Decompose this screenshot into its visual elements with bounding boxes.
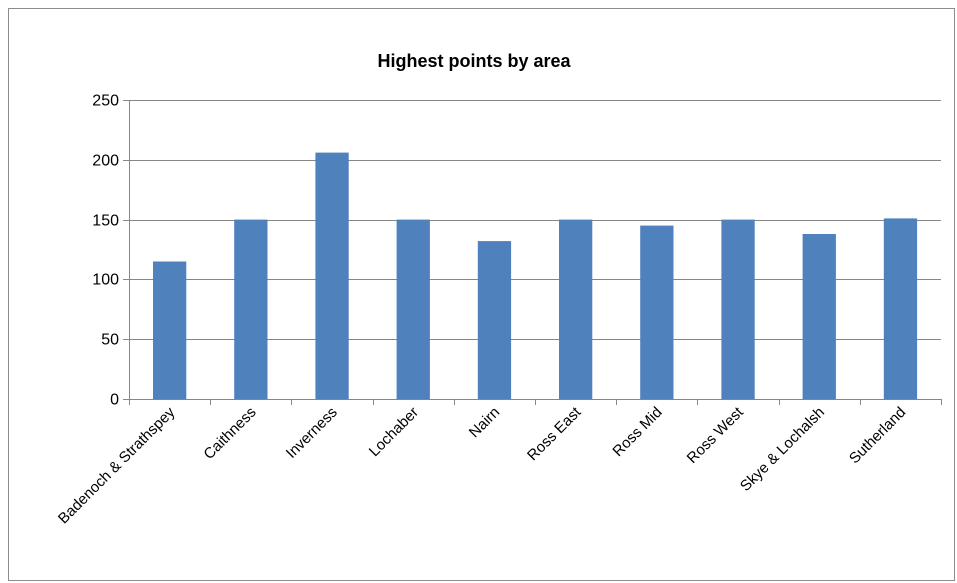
x-category-label: Nairn <box>466 404 503 441</box>
bar <box>315 152 349 399</box>
x-category-labels: Badenoch & Strathspey Caithness Inverness L… <box>55 403 909 527</box>
bar <box>153 261 187 399</box>
x-category-label: Lochaber <box>366 404 422 460</box>
x-category-label: Sutherland <box>846 404 909 467</box>
y-tick-label: 150 <box>92 213 119 230</box>
bar <box>559 219 593 399</box>
bar-chart: Highest points by area 0 50 100 150 200 250 B… <box>55 51 942 527</box>
y-tick-label: 200 <box>92 153 119 170</box>
x-category-label: Ross East <box>524 403 585 464</box>
chart-title: Highest points by area <box>377 51 571 71</box>
x-category-label: Inverness <box>283 404 341 462</box>
axes <box>123 100 942 405</box>
y-tick-label: 50 <box>101 332 119 349</box>
y-tick-label: 250 <box>92 93 119 110</box>
bar <box>234 219 268 399</box>
y-tick-labels: 0 50 100 150 200 250 <box>92 93 119 409</box>
x-category-label: Badenoch & Strathspey <box>55 403 179 527</box>
x-category-label: Ross West <box>684 403 748 467</box>
chart-frame: Highest points by area 0 50 100 150 200 250 B… <box>8 8 955 581</box>
x-category-label: Ross Mid <box>609 404 665 460</box>
bar <box>477 241 512 399</box>
y-tick-label: 100 <box>92 272 119 289</box>
bar <box>883 218 918 399</box>
bars <box>153 152 918 399</box>
bar <box>802 234 836 399</box>
x-category-label: Caithness <box>200 404 259 463</box>
bar <box>396 219 430 399</box>
y-tick-label: 0 <box>110 392 119 409</box>
bar <box>721 219 755 399</box>
bar <box>640 225 674 399</box>
x-category-label: Skye & Lochalsh <box>737 404 828 495</box>
